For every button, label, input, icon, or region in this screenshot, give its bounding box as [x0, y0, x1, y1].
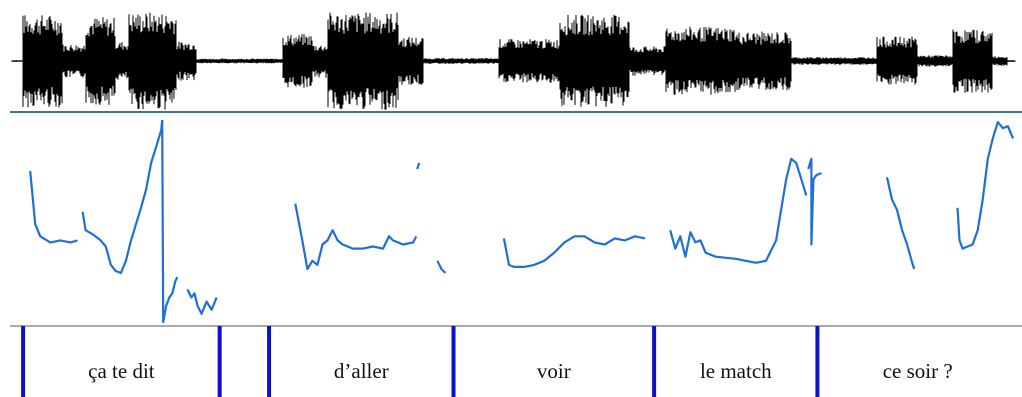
pitch-segment-7 — [436, 260, 447, 274]
word-tier: ça te dit d’aller voir le match ce soir ? — [10, 325, 1022, 397]
pitch-segment-8 — [502, 235, 646, 268]
word-label-5: le match — [700, 359, 772, 383]
pitch-segment-10 — [807, 157, 822, 246]
pitch-panel — [29, 119, 1015, 324]
pitch-segment-2 — [81, 119, 164, 275]
pitch-segment-9 — [669, 157, 808, 264]
pitch-segment-5 — [294, 203, 418, 271]
pitch-segment-11 — [885, 176, 916, 270]
pitch-segment-12 — [956, 120, 1015, 250]
word-label-1: ça te dit — [88, 359, 155, 383]
word-label-3: d’aller — [334, 359, 389, 383]
word-label-4: voir — [537, 359, 571, 383]
waveform-panel — [11, 12, 1016, 110]
pitch-segment-6 — [416, 162, 421, 170]
waveform — [11, 12, 1016, 110]
pitch-segment-4 — [186, 288, 218, 315]
pitch-segment-3 — [161, 119, 179, 324]
pitch-segment-1 — [29, 170, 78, 244]
word-label-6: ce soir ? — [883, 359, 953, 383]
